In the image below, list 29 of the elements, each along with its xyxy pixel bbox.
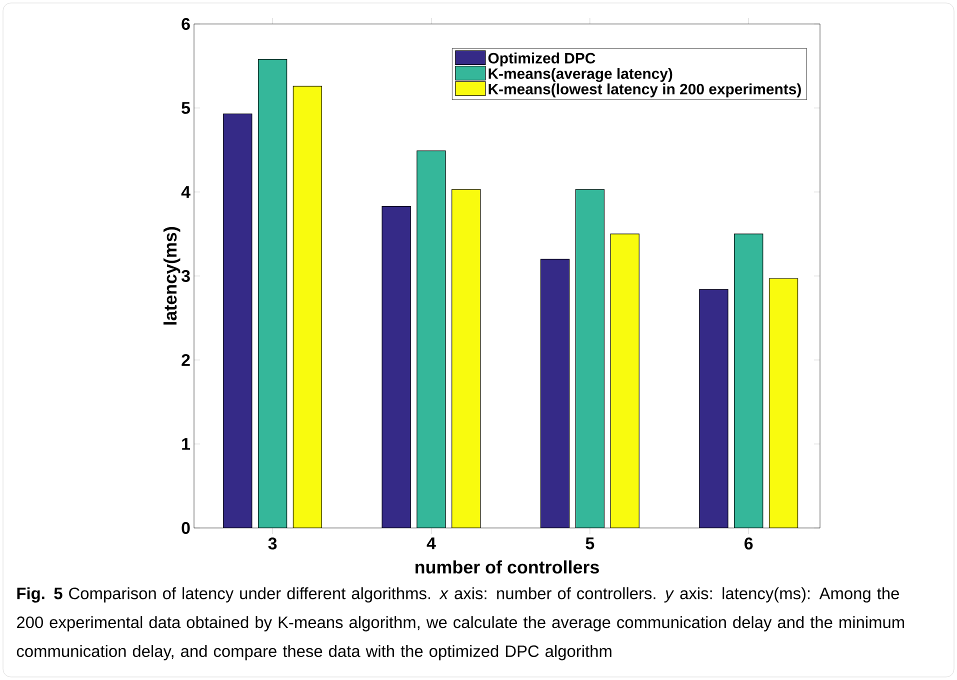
x-tick-label: 3 <box>268 538 277 550</box>
bar <box>258 58 288 528</box>
y-axis-title: latency(ms) <box>164 227 180 325</box>
bar <box>223 114 252 528</box>
legend-label: K-means(average latency) <box>488 68 672 82</box>
text: Fig. 5 Comparison of latency under different algorithms. x axis: number of controllers. y axis: latency(ms): Among the 200 experimental data obtained by K-means algorithm, we calculate the average communication delay and the minimum communication delay, and compare these data with the optimized DPC algorithm <box>16 587 904 660</box>
x-tick-label: 6 <box>744 538 753 550</box>
bar <box>292 86 322 528</box>
y-tick-label: 5 <box>182 102 190 114</box>
bar <box>734 234 764 528</box>
y-tick-label: 1 <box>182 438 190 450</box>
y-tick-label: 2 <box>182 354 190 366</box>
x-tick-label: 4 <box>426 538 436 550</box>
y-tick-label: 6 <box>182 18 190 30</box>
bar <box>768 278 798 528</box>
bar <box>540 258 570 528</box>
bar <box>575 189 605 528</box>
bar <box>610 234 640 528</box>
bar <box>452 189 481 528</box>
bar <box>382 206 411 528</box>
y-tick-label: 4 <box>181 186 190 198</box>
legend-label: Optimized DPC <box>488 52 596 66</box>
x-axis-title: number of controllers <box>416 560 599 574</box>
y-tick-label: 0 <box>182 522 190 534</box>
x-tick-label: 5 <box>586 538 594 550</box>
y-tick-label: 3 <box>181 270 190 282</box>
bar <box>699 289 728 528</box>
legend-label: K-means(lowest latency in 200 experiments) <box>488 83 801 98</box>
bar <box>416 150 446 528</box>
